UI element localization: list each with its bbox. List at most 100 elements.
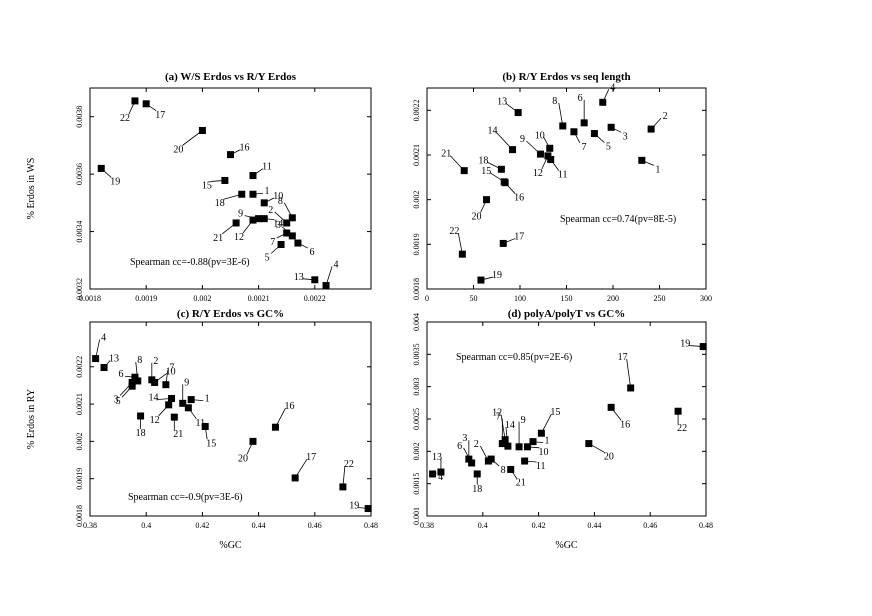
point-label: 12 [533,168,543,179]
point-label: 3 [114,394,119,405]
data-point [249,172,257,180]
data-point [227,151,234,159]
point-label: 19 [492,270,502,281]
point-label: 9 [238,209,243,220]
x-tick-label: 0.46 [308,521,322,530]
x-tick-label: 200 [607,294,619,303]
y-tick-label: 0.004 [412,313,421,331]
x-tick-label: 0.44 [587,521,601,530]
x-tick-label: 0.42 [532,521,546,530]
data-point [283,229,291,237]
data-point [497,165,505,173]
data-point [142,100,150,108]
point-label: 20 [472,212,482,223]
data-point [699,343,707,351]
x-tick-label: 0.46 [643,521,657,530]
data-point [311,276,319,284]
data-point [498,440,506,448]
point-label: 16 [284,401,294,412]
data-point [483,196,491,204]
spearman-annotation: Spearman cc=-0.9(pv=3E-6) [128,492,243,503]
point-label: 22 [344,459,354,470]
y-tick-label: 0.0022 [75,356,84,378]
point-label: 11 [558,169,568,180]
data-point [162,381,170,389]
point-label: 13 [109,354,119,365]
data-point [255,215,263,223]
data-point [92,355,100,363]
data-point [128,382,136,390]
data-point [294,239,302,247]
spearman-annotation: Spearman cc=0.74(pv=8E-5) [560,214,676,225]
panel-title-3: (c) R/Y Erdos vs GC% [177,308,284,320]
data-point [291,474,299,482]
point-label: 10 [273,191,283,202]
point-label: 11 [262,162,272,173]
data-point [638,156,646,164]
data-point [339,483,347,491]
point-label: 4 [438,472,443,483]
point-label: 14 [488,126,498,137]
point-label: 13 [294,272,304,283]
leader-line [626,358,632,389]
data-point [523,443,531,451]
data-point [201,422,209,430]
y-tick-label: 0.0021 [412,144,421,166]
point-label: 20 [238,453,248,464]
point-label: 15 [481,166,491,177]
data-point [221,176,229,184]
y-tick-label: 0.002 [75,432,84,450]
data-point [165,401,173,409]
point-label: 8 [137,355,142,366]
point-label: 22 [449,226,459,237]
spearman-annotation: Spearman cc=0.85(pv=2E-6) [456,352,572,363]
data-point [288,214,296,222]
point-label: 12 [234,232,244,243]
data-point [97,164,105,172]
y-tick-label: 0.0019 [75,468,84,490]
point-label: 13 [432,452,442,463]
point-label: 6 [309,247,314,258]
y-tick-label: 0.002 [412,442,421,460]
y-tick-label: 0.0032 [75,278,84,300]
data-point [249,437,257,445]
x-tick-label: 150 [561,294,573,303]
point-label: 10 [538,447,548,458]
y-tick-label: 0.0019 [412,233,421,255]
point-label: 9 [184,377,189,388]
data-point [487,455,495,463]
data-point [559,122,567,130]
y-tick-label: 0.0038 [75,106,84,128]
point-label: 21 [441,149,451,160]
x-tick-label: 300 [700,294,712,303]
data-point [536,150,544,158]
point-label: 14 [273,219,283,230]
y-tick-label: 0.0018 [75,505,84,527]
point-label: 16 [514,193,524,204]
data-point [458,250,466,258]
point-label: 4 [101,333,106,344]
data-point [167,394,175,402]
point-label: 6 [118,369,123,380]
point-label: 2 [663,111,668,122]
x-tick-label: 0.48 [364,521,378,530]
data-point [547,155,555,163]
point-label: 3 [276,220,281,231]
data-point [170,413,178,421]
y-tick-label: 0.0035 [412,343,421,365]
x-tick-label: 250 [654,294,666,303]
point-label: 8 [278,196,283,207]
point-label: 7 [581,142,586,153]
data-point [134,377,142,385]
x-axis-label: %GC [555,540,578,551]
data-point [131,97,139,105]
x-tick-label: 0.0019 [135,294,157,303]
data-point [249,190,257,198]
point-label: 1 [264,186,269,197]
x-tick-label: 0.0022 [304,294,326,303]
data-point [529,438,537,446]
point-label: 18 [472,484,482,495]
data-point [607,403,615,411]
point-label: 17 [618,352,628,363]
